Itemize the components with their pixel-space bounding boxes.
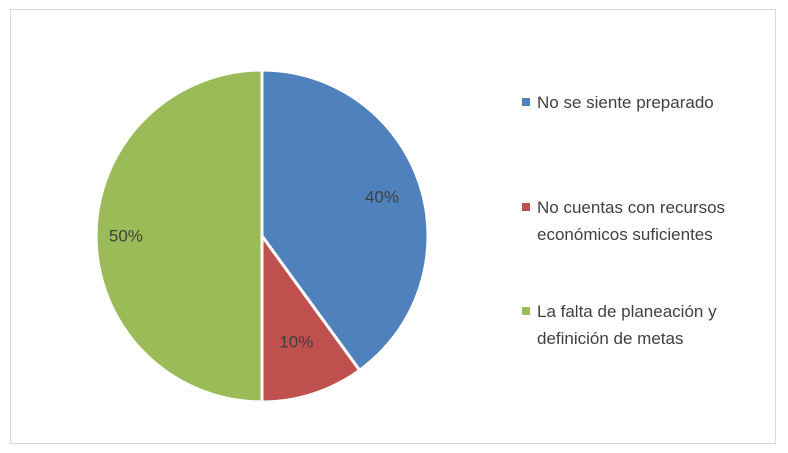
legend-label-2: No cuentas con recursos económicos sufic… <box>537 198 726 244</box>
legend-swatch-1 <box>522 98 530 106</box>
pie-slice-1 <box>260 68 430 372</box>
legend-item-2: No cuentas con recursos económicos sufic… <box>522 194 757 248</box>
pie-data-labels: 40% 10% 50% <box>109 188 399 352</box>
legend-label-1: No se siente preparado <box>537 93 714 112</box>
pie-slice-2 <box>260 234 362 404</box>
legend-label-3: La falta de planeación y definición de m… <box>537 302 717 348</box>
data-label-3: 50% <box>109 227 143 246</box>
data-label-2: 10% <box>279 332 313 351</box>
legend-item-1: No se siente preparado <box>522 89 767 116</box>
legend-swatch-2 <box>522 203 530 211</box>
pie-slices <box>94 68 430 404</box>
legend-swatch-3 <box>522 307 530 315</box>
data-label-1: 40% <box>365 188 399 207</box>
pie-slice-3 <box>94 68 264 404</box>
legend-item-3: La falta de planeación y definición de m… <box>522 298 777 352</box>
